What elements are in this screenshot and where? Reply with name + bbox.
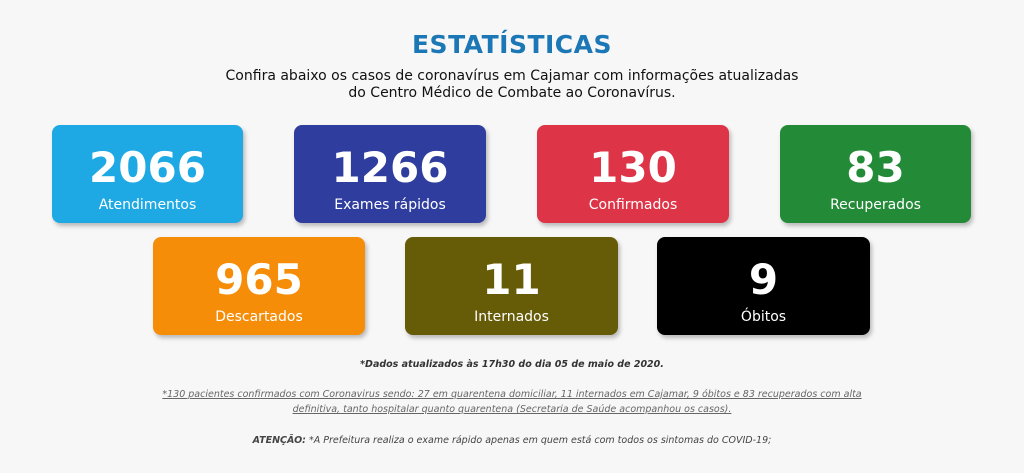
cases-detail-line-1[interactable]: *130 pacientes confirmados com Coronavir… (162, 389, 862, 400)
cases-detail-link[interactable]: *130 pacientes confirmados com Coronavir… (0, 387, 1024, 417)
stat-card-confirmados: 130 Confirmados (537, 125, 729, 223)
stat-card-recuperados: 83 Recuperados (780, 125, 971, 223)
stat-label: Confirmados (588, 197, 678, 213)
stat-value: 2066 (89, 143, 206, 192)
cases-detail-line-2[interactable]: definitiva, tanto hospitalar quanto quar… (292, 404, 732, 415)
stat-value: 1266 (331, 143, 449, 192)
stat-card-obitos: 9 Óbitos (657, 237, 870, 335)
attention-label: ATENÇÃO: (252, 435, 306, 446)
stat-label: Recuperados (830, 197, 921, 213)
subtitle-line-1: Confira abaixo os casos de coronavírus e… (225, 68, 799, 84)
stat-value: 130 (589, 143, 677, 192)
stat-value: 965 (215, 255, 303, 304)
page-subtitle: Confira abaixo os casos de coronavírus e… (0, 68, 1024, 102)
stat-label: Atendimentos (98, 197, 197, 213)
stat-label: Óbitos (740, 309, 787, 325)
stat-value: 9 (748, 255, 779, 304)
subtitle-line-2: do Centro Médico de Combate ao Coronavír… (348, 85, 676, 101)
stat-card-exames-rapidos: 1266 Exames rápidos (294, 125, 486, 223)
stat-value: 83 (846, 143, 905, 192)
stat-card-atendimentos: 2066 Atendimentos (52, 125, 243, 223)
page-title: ESTATÍSTICAS (411, 30, 613, 59)
update-note: *Dados atualizados às 17h30 do dia 05 de… (360, 359, 664, 370)
attention-text: *A Prefeitura realiza o exame rápido ape… (305, 435, 772, 446)
stat-label: Internados (474, 309, 549, 325)
stat-label: Exames rápidos (334, 197, 446, 213)
stat-label: Descartados (215, 309, 303, 325)
stat-card-descartados: 965 Descartados (153, 237, 365, 335)
stat-card-internados: 11 Internados (405, 237, 618, 335)
attention-note: ATENÇÃO: *A Prefeitura realiza o exame r… (0, 435, 1024, 446)
stat-value: 11 (482, 255, 541, 304)
